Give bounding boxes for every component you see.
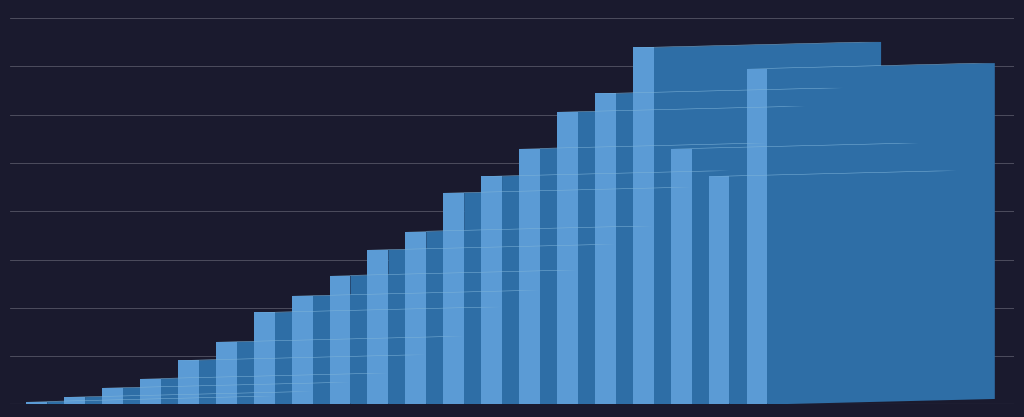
Polygon shape [519,143,767,149]
Polygon shape [330,270,578,276]
Bar [330,276,350,404]
Bar [406,231,426,404]
Polygon shape [578,106,805,404]
Polygon shape [65,392,312,397]
Polygon shape [691,143,919,404]
Polygon shape [161,373,388,404]
Bar [671,149,691,404]
Polygon shape [292,290,540,296]
Polygon shape [426,226,653,404]
Bar [443,193,464,404]
Bar [709,176,729,404]
Polygon shape [633,42,881,48]
Bar [519,149,540,404]
Polygon shape [615,88,843,404]
Polygon shape [254,307,502,312]
Polygon shape [729,171,956,404]
Bar [65,397,85,404]
Bar [102,388,123,404]
Polygon shape [388,244,615,404]
Polygon shape [443,187,691,193]
Polygon shape [671,143,919,149]
Bar [481,176,502,404]
Polygon shape [123,382,350,404]
Polygon shape [406,226,653,231]
Polygon shape [216,337,464,342]
Bar [254,312,274,404]
Polygon shape [312,290,540,404]
Polygon shape [85,392,312,404]
Bar [27,402,47,404]
Bar [557,112,578,404]
Polygon shape [237,337,464,404]
Bar [368,250,388,404]
Polygon shape [595,88,843,93]
Polygon shape [274,307,502,404]
Polygon shape [178,355,426,360]
Polygon shape [481,171,729,176]
Polygon shape [27,396,274,402]
Polygon shape [502,171,729,404]
Polygon shape [653,42,881,404]
Bar [595,93,615,404]
Bar [633,48,653,404]
Bar [216,342,237,404]
Polygon shape [557,106,805,112]
Polygon shape [102,382,350,388]
Polygon shape [464,187,691,404]
Bar [746,69,767,404]
Polygon shape [47,396,274,404]
Polygon shape [140,373,388,379]
Polygon shape [767,63,994,404]
Polygon shape [350,270,578,404]
Polygon shape [199,355,426,404]
Bar [140,379,161,404]
Polygon shape [709,171,956,176]
Polygon shape [368,244,615,250]
Bar [292,296,312,404]
Bar [178,360,199,404]
Polygon shape [540,143,767,404]
Polygon shape [746,63,994,69]
